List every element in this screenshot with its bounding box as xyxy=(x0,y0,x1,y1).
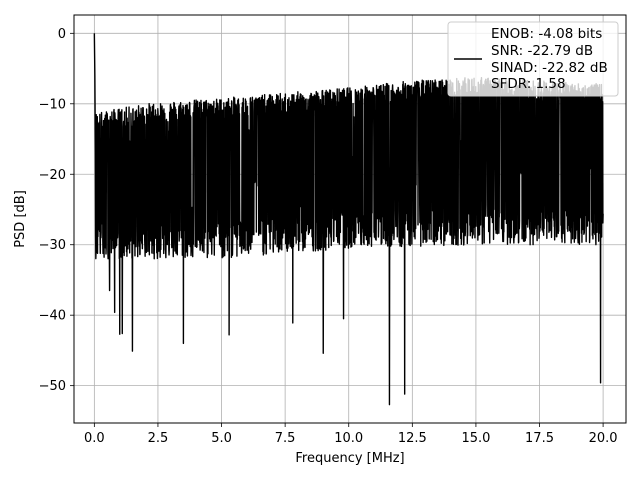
legend-text-snr: SNR: -22.79 dB xyxy=(491,43,593,59)
legend-text-sinad: SINAD: -22.82 dB xyxy=(491,60,608,76)
x-tick-label: 5.0 xyxy=(211,431,232,446)
x-tick-label: 2.5 xyxy=(148,431,169,446)
x-tick-label: 12.5 xyxy=(398,431,427,446)
x-tick-label: 15.0 xyxy=(461,431,490,446)
y-axis-label: PSD [dB] xyxy=(13,190,28,248)
y-tick-label: −10 xyxy=(39,97,66,112)
y-axis-ticks: 0 −10 −20 −30 −40 −50 xyxy=(39,27,74,394)
y-tick-label: −30 xyxy=(39,238,66,253)
x-tick-label: 7.5 xyxy=(275,431,296,446)
x-tick-label: 0.0 xyxy=(84,431,105,446)
x-tick-label: 20.0 xyxy=(589,431,618,446)
y-tick-label: −50 xyxy=(39,379,66,394)
x-tick-label: 17.5 xyxy=(525,431,554,446)
psd-series-line xyxy=(93,33,604,406)
legend-text-sfdr: SFDR: 1.58 xyxy=(491,76,566,92)
y-tick-label: −20 xyxy=(39,168,66,183)
y-tick-label: −40 xyxy=(39,309,66,324)
series-layer xyxy=(93,33,604,406)
legend-box xyxy=(447,21,619,97)
y-tick-label: 0 xyxy=(58,27,66,42)
legend: ENOB: -4.08 bits SNR: -22.79 dB SINAD: -… xyxy=(447,21,619,97)
legend-text-enob: ENOB: -4.08 bits xyxy=(491,26,602,42)
plot-frame xyxy=(73,14,627,424)
x-axis-ticks: 0.0 2.5 5.0 7.5 10.0 12.5 15.0 17.5 20.0 xyxy=(84,423,618,446)
x-tick-label: 10.0 xyxy=(334,431,363,446)
x-axis-label: Frequency [MHz] xyxy=(295,451,404,466)
